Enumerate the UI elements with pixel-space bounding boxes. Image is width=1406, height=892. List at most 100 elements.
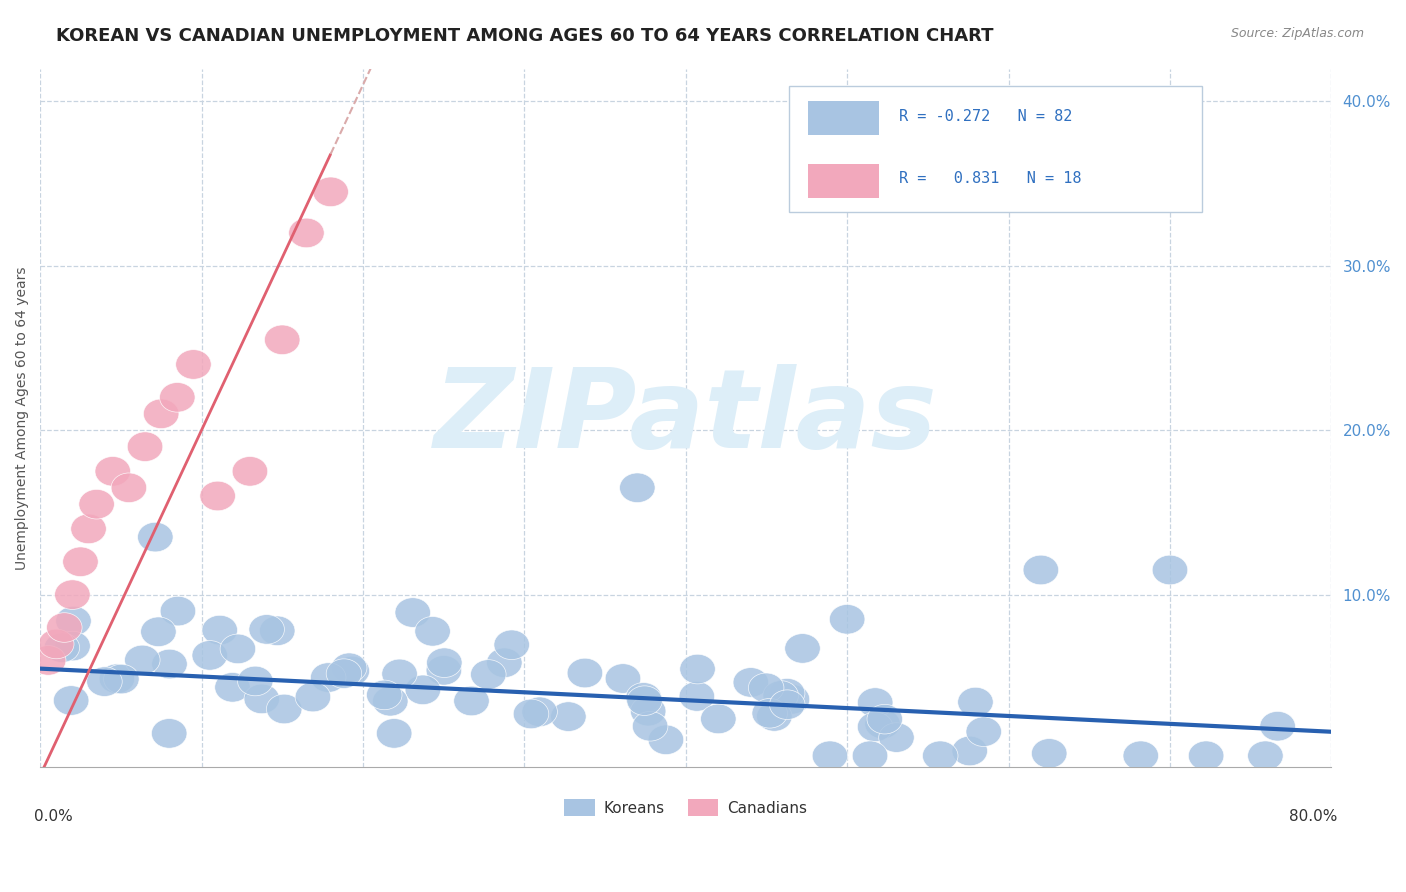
Text: Source: ZipAtlas.com: Source: ZipAtlas.com [1230,27,1364,40]
Ellipse shape [748,673,785,703]
Ellipse shape [551,702,586,731]
Ellipse shape [96,457,131,486]
Ellipse shape [858,712,893,742]
Ellipse shape [395,598,430,627]
Text: KOREAN VS CANADIAN UNEMPLOYMENT AMONG AGES 60 TO 64 YEARS CORRELATION CHART: KOREAN VS CANADIAN UNEMPLOYMENT AMONG AG… [56,27,994,45]
Ellipse shape [260,616,295,646]
Ellipse shape [952,736,987,765]
Ellipse shape [858,688,893,717]
Ellipse shape [311,663,346,692]
Bar [808,102,879,135]
Ellipse shape [128,432,163,461]
Ellipse shape [426,656,461,685]
Ellipse shape [1247,741,1284,771]
Ellipse shape [567,658,603,688]
Ellipse shape [288,219,325,248]
Ellipse shape [44,633,80,663]
Ellipse shape [733,667,769,698]
Ellipse shape [775,684,810,714]
Ellipse shape [627,686,662,715]
Ellipse shape [335,657,370,686]
Ellipse shape [415,616,450,646]
Ellipse shape [865,709,900,739]
Ellipse shape [141,617,176,647]
Legend: Koreans, Canadians: Koreans, Canadians [558,793,814,822]
Ellipse shape [830,605,865,634]
Ellipse shape [405,675,440,705]
Text: ZIPatlas: ZIPatlas [434,365,938,471]
Ellipse shape [1188,741,1223,771]
Ellipse shape [700,704,737,734]
Ellipse shape [38,629,75,659]
Ellipse shape [486,648,522,678]
Ellipse shape [152,649,187,679]
Ellipse shape [31,646,66,675]
Ellipse shape [245,684,280,714]
Ellipse shape [852,741,887,771]
Ellipse shape [494,630,530,659]
Ellipse shape [215,673,250,702]
Ellipse shape [314,177,349,207]
Ellipse shape [879,723,914,752]
Ellipse shape [522,697,557,727]
Ellipse shape [620,473,655,502]
Bar [808,164,879,198]
Ellipse shape [70,514,107,543]
Ellipse shape [633,712,668,741]
Ellipse shape [1024,555,1059,585]
Text: R = -0.272   N = 82: R = -0.272 N = 82 [898,109,1073,123]
Ellipse shape [513,699,548,729]
Ellipse shape [56,607,91,636]
Ellipse shape [367,680,402,710]
Ellipse shape [426,648,463,678]
Ellipse shape [238,666,273,696]
Text: 80.0%: 80.0% [1289,809,1339,824]
Ellipse shape [104,665,139,694]
Ellipse shape [1123,741,1159,771]
Ellipse shape [1260,712,1295,741]
Ellipse shape [763,681,799,710]
Ellipse shape [922,741,957,771]
Ellipse shape [373,687,408,716]
Ellipse shape [752,698,787,728]
Ellipse shape [377,719,412,748]
Ellipse shape [648,725,683,755]
Ellipse shape [266,694,302,723]
Ellipse shape [868,705,903,734]
Ellipse shape [55,632,90,661]
Ellipse shape [193,640,228,670]
Ellipse shape [1153,555,1188,585]
Ellipse shape [202,615,238,645]
Ellipse shape [332,653,367,682]
Ellipse shape [46,613,82,642]
Ellipse shape [249,615,284,644]
Ellipse shape [630,697,666,726]
Text: R =   0.831   N = 18: R = 0.831 N = 18 [898,171,1081,186]
Ellipse shape [785,633,820,664]
Ellipse shape [295,682,330,712]
Text: 0.0%: 0.0% [34,809,72,824]
Ellipse shape [769,690,806,720]
Ellipse shape [55,580,90,609]
Ellipse shape [125,645,160,674]
Ellipse shape [605,664,641,693]
Ellipse shape [769,679,804,708]
Ellipse shape [100,664,135,693]
Ellipse shape [1032,739,1067,768]
Ellipse shape [160,596,195,626]
Ellipse shape [53,686,89,715]
Ellipse shape [679,654,716,684]
Y-axis label: Unemployment Among Ages 60 to 64 years: Unemployment Among Ages 60 to 64 years [15,266,30,570]
Ellipse shape [626,682,661,712]
Ellipse shape [756,702,792,731]
FancyBboxPatch shape [789,86,1202,211]
Ellipse shape [152,719,187,748]
Ellipse shape [176,350,211,379]
Ellipse shape [159,383,195,412]
Ellipse shape [63,547,98,576]
Ellipse shape [264,325,299,355]
Ellipse shape [221,634,256,664]
Ellipse shape [79,490,114,519]
Ellipse shape [957,687,993,717]
Ellipse shape [471,660,506,690]
